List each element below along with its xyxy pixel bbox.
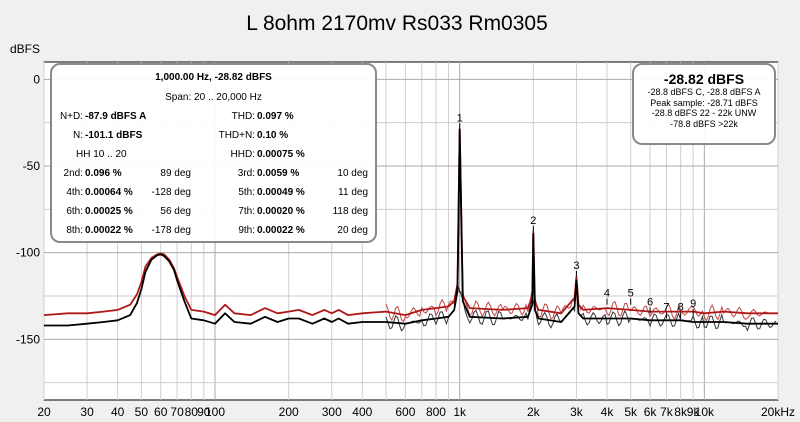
level-panel: -28.82 dBFS -28.8 dBFS C, -28.8 dBFS A P… <box>632 63 776 145</box>
harmonic-6-label: 6th: <box>66 206 83 217</box>
red-trace-noise <box>385 283 777 322</box>
harmonic-8-label: 8th: <box>66 225 83 236</box>
harmonic-markers: 1 2 3 4 5 6 7 8 9 <box>457 112 696 319</box>
harmonic-6-deg: 56 deg <box>160 206 191 217</box>
harmonic-marker-label: 9 <box>690 298 696 310</box>
x-tick-label: 50 <box>135 405 149 419</box>
harmonic-8-deg: -178 deg <box>151 225 191 236</box>
harmonic-9-label: 9th: <box>238 225 255 236</box>
x-tick-label: 200 <box>279 405 299 419</box>
harmonic-3-pct: 0.0059 % <box>257 168 300 179</box>
level-main: -28.82 dBFS <box>663 71 745 87</box>
y-tick-label: -150 <box>16 332 40 346</box>
distortion-panel: 1,000.00 Hz, -28.82 dBFS Span: 20 .. 20,… <box>50 63 377 243</box>
y-tick-label: 0 <box>33 72 40 86</box>
y-axis-label: dBFS <box>10 42 40 56</box>
harmonic-2-pct: 0.096 % <box>85 168 122 179</box>
level-line-peak: Peak sample: -28.71 dBFS <box>650 97 758 108</box>
harmonic-marker-label: 4 <box>604 288 610 300</box>
harmonic-7-pct: 0.00020 % <box>257 206 305 217</box>
traces <box>43 128 778 332</box>
x-tick-label: 80 <box>185 405 199 419</box>
harmonic-marker-label: 2 <box>530 215 536 227</box>
hhd-label: HHD: <box>230 149 255 160</box>
level-line-unweighted: -28.8 dBFS 22 - 22k UNW <box>651 108 757 118</box>
harmonic-4-deg: -128 deg <box>151 187 191 198</box>
x-tick-label: 3k <box>570 405 584 419</box>
harmonic-7-label: 7th: <box>238 206 255 217</box>
black-trace-noise <box>385 282 777 332</box>
x-tick-label: 8k <box>674 405 688 419</box>
nd-label: N+D: <box>59 111 83 122</box>
thdn-value: 0.10 % <box>257 130 289 141</box>
harmonic-3-label: 3rd: <box>237 168 255 179</box>
harmonic-3-deg: 10 deg <box>337 168 368 179</box>
level-line-weighted: -28.8 dBFS C, -28.8 dBFS A <box>647 87 761 97</box>
x-tick-label: 300 <box>322 405 342 419</box>
y-tick-label: -100 <box>16 246 40 260</box>
chart-title: L 8ohm 2170mv Rs033 Rm0305 <box>246 12 548 35</box>
span-label: Span: 20 .. 20,000 Hz <box>165 92 262 103</box>
harmonic-2-deg: 89 deg <box>160 168 191 179</box>
x-tick-label: 4k <box>601 405 615 419</box>
y-tick-labels: 0 -50 -100 -150 <box>16 72 40 346</box>
x-tick-label: 2k <box>527 405 541 419</box>
x-tick-label: 9k <box>687 405 701 419</box>
x-tick-label: 60 <box>154 405 168 419</box>
harmonic-5-pct: 0.00049 % <box>257 187 305 198</box>
level-line-above-22k: -78.8 dBFS >22k <box>670 118 738 129</box>
x-tick-label: 100 <box>205 405 225 419</box>
harmonic-marker-label: 7 <box>663 302 669 314</box>
harmonic-5-deg: 11 deg <box>338 187 368 198</box>
x-tick-label: 70 <box>170 405 184 419</box>
hh-label: HH 10 .. 20 <box>76 149 127 160</box>
x-tick-label: 1k <box>453 405 467 419</box>
x-tick-label: 40 <box>111 405 125 419</box>
x-tick-label: 20kHz <box>761 405 795 419</box>
hhd-value: 0.00075 % <box>257 149 305 160</box>
x-tick-label: 30 <box>80 405 94 419</box>
harmonic-9-deg: 20 deg <box>337 225 368 236</box>
harmonic-4-label: 4th: <box>66 187 83 198</box>
x-tick-label: 6k <box>644 405 658 419</box>
x-tick-label: 400 <box>352 405 372 419</box>
x-tick-label: 7k <box>660 405 674 419</box>
harmonic-marker-label: 3 <box>573 260 579 272</box>
fundamental-header: 1,000.00 Hz, -28.82 dBFS <box>155 72 272 83</box>
harmonic-6-pct: 0.00025 % <box>85 206 133 217</box>
harmonic-marker-label: 6 <box>647 296 653 308</box>
n-label: N: <box>73 130 83 141</box>
harmonic-2-label: 2nd: <box>63 168 83 179</box>
n-value: -101.1 dBFS <box>85 130 143 141</box>
thdn-label: THD+N: <box>218 130 255 141</box>
x-tick-label: 600 <box>395 405 415 419</box>
x-tick-label: 10k <box>695 405 715 419</box>
nd-value: -87.9 dBFS A <box>85 111 147 122</box>
harmonic-9-pct: 0.00022 % <box>257 225 305 236</box>
harmonic-4-pct: 0.00064 % <box>85 187 133 198</box>
harmonic-marker-label: 8 <box>678 302 684 314</box>
y-tick-label: -50 <box>23 159 41 173</box>
x-tick-label: 800 <box>426 405 446 419</box>
x-tick-label: 5k <box>624 405 638 419</box>
x-tick-label: 20 <box>37 405 51 419</box>
harmonic-marker-label: 5 <box>628 288 634 300</box>
thd-label: THD: <box>231 111 255 122</box>
harmonic-5-label: 5th: <box>238 187 255 198</box>
harmonic-7-deg: 118 deg <box>332 206 368 217</box>
x-tick-label: 90 <box>197 405 211 419</box>
harmonic-marker-label: 1 <box>457 112 463 124</box>
thd-value: 0.097 % <box>257 111 294 122</box>
harmonic-8-pct: 0.00022 % <box>85 225 133 236</box>
